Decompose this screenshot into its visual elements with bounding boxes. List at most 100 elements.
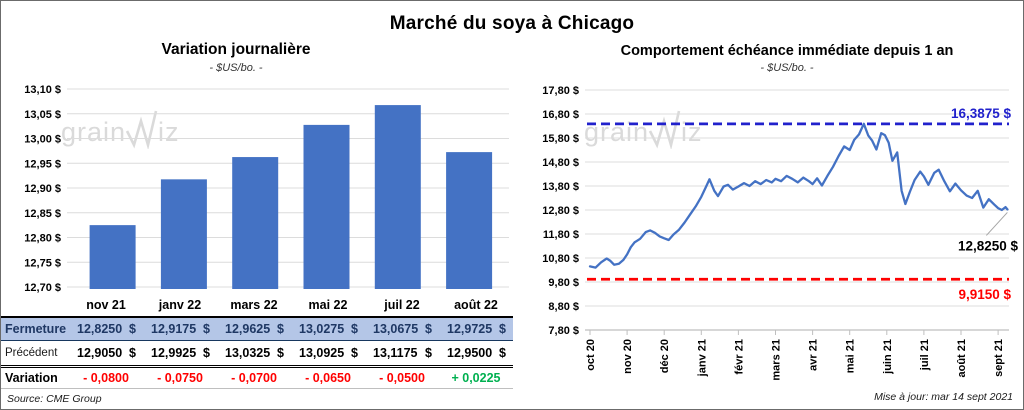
cell-currency: $ — [277, 346, 284, 360]
y-tick-label: 8,80 $ — [548, 301, 579, 313]
table-cell: 13,0325 $ — [217, 346, 291, 360]
x-tick-label: mai 21 — [845, 339, 857, 373]
y-tick-label: 12,70 $ — [24, 282, 61, 293]
table-column-header: août 22 — [454, 297, 498, 312]
watermark-text-left: grain — [584, 116, 650, 147]
table-cell: - 0,0700 — [231, 371, 277, 385]
cell-currency: $ — [499, 346, 506, 360]
price-line — [588, 122, 1009, 269]
x-tick-label: juil 21 — [919, 339, 931, 371]
table-cell: 12,9175 $ — [143, 322, 217, 336]
row-label: Précédent — [5, 347, 58, 359]
table-cell: 12,9500 $ — [439, 346, 513, 360]
cell-value: 13,0325 — [225, 346, 271, 360]
table-cell: - 0,0500 — [379, 371, 425, 385]
x-tick-label: janv 21 — [696, 339, 708, 377]
floor-label: 9,9150 $ — [958, 287, 1011, 302]
ceiling-label: 16,3875 $ — [951, 106, 1012, 121]
table-column-header: juil 22 — [384, 297, 420, 312]
cell-currency: $ — [351, 322, 358, 336]
cell-currency: $ — [129, 322, 136, 336]
row-label: Variation — [5, 371, 58, 385]
y-tick-label: 15,80 $ — [542, 133, 579, 145]
cell-value: 12,9500 — [447, 346, 493, 360]
source-note: Source: CME Group — [7, 393, 102, 405]
x-tick-label: juin 21 — [882, 339, 894, 375]
y-tick-label: 13,80 $ — [542, 181, 579, 193]
cell-value: 13,0925 — [299, 346, 345, 360]
cell-value: 12,9175 — [151, 322, 197, 336]
y-tick-label: 12,80 $ — [24, 233, 61, 245]
cell-currency: $ — [277, 322, 284, 336]
x-tick-label: avr 21 — [808, 339, 820, 371]
table-cell: 13,0275 $ — [291, 322, 365, 336]
bar-chart-title: Variation journalière — [161, 41, 311, 58]
bar — [446, 152, 493, 289]
y-tick-label: 12,95 $ — [24, 158, 61, 170]
cell-currency: $ — [351, 346, 358, 360]
bar — [232, 157, 279, 289]
x-tick-label: sept 21 — [993, 339, 1005, 377]
cell-value: 12,8250 — [77, 322, 123, 336]
y-tick-label: 7,80 $ — [548, 325, 579, 337]
watermark-pulse-icon — [125, 110, 158, 149]
page-title: Marché du soya à Chicago — [389, 13, 635, 34]
table-cell: 12,9725 $ — [439, 322, 513, 336]
table-cell: - 0,0650 — [305, 371, 351, 385]
bar — [160, 179, 207, 289]
table-column-header: janv 22 — [158, 297, 202, 312]
table-row-fermeture: Fermeture 12,8250 $12,9175 $12,9625 $13,0275… — [1, 316, 513, 341]
y-tick-label: 13,00 $ — [24, 134, 61, 146]
table-cell: 12,9050 $ — [69, 346, 143, 360]
y-tick-label: 17,80 $ — [542, 85, 579, 97]
line-chart-title: Comportement échéance immédiate depuis 1… — [620, 43, 954, 59]
table-row-precedent: Précédent 12,9050 $12,9925 $13,0325 $13,0925… — [1, 341, 513, 368]
table-cell: 13,0925 $ — [291, 346, 365, 360]
watermark-pulse-icon — [648, 110, 681, 149]
table-cell: 12,8250 $ — [69, 322, 143, 336]
callout-leader-line — [986, 212, 1008, 236]
price-table: nov 21 janv 22 mars 22 mai 22 juil 22 août 22… — [1, 293, 513, 389]
cell-currency: $ — [499, 322, 506, 336]
y-tick-label: 12,75 $ — [24, 257, 61, 269]
watermark-text-left: grain — [61, 116, 127, 147]
cell-value: 12,9725 — [447, 322, 493, 336]
x-tick-label: mars 21 — [771, 339, 783, 381]
cell-currency: $ — [425, 322, 432, 336]
bar-chart: 13,10 $ 13,05 $ 13,00 $ 12,95 $ 12,90 $ 12,85… — [24, 84, 509, 293]
cell-value: 12,9050 — [77, 346, 123, 360]
cell-value: 12,9925 — [151, 346, 197, 360]
y-tick-label: 14,80 $ — [542, 157, 579, 169]
bar — [89, 225, 136, 289]
y-tick-label: 12,80 $ — [542, 205, 579, 217]
y-tick-label: 9,80 $ — [548, 277, 579, 289]
cell-value: 12,9625 — [225, 322, 271, 336]
table-header-row: nov 21 janv 22 mars 22 mai 22 juil 22 août 22 — [1, 293, 513, 316]
table-cell: 13,0675 $ — [365, 322, 439, 336]
cell-currency: $ — [203, 322, 210, 336]
table-cell: 13,1175 $ — [365, 346, 439, 360]
x-tick-label: nov 20 — [622, 339, 634, 374]
table-column-header: mars 22 — [230, 297, 278, 312]
y-tick-label: 13,10 $ — [24, 84, 61, 96]
y-tick-label: 10,80 $ — [542, 253, 579, 265]
y-tick-label: 13,05 $ — [24, 109, 61, 121]
last-price-label: 12,8250 $ — [958, 238, 1019, 253]
row-label: Fermeture — [5, 322, 67, 336]
table-cell: 12,9625 $ — [217, 322, 291, 336]
table-row-variation: Variation - 0,0800 - 0,0750 - 0,0700 - 0,065… — [1, 368, 513, 389]
y-tick-label: 12,85 $ — [24, 208, 61, 220]
y-tick-label: 11,80 $ — [543, 229, 579, 241]
line-chart: 17,80 $ 16,80 $ 15,80 $ 14,80 $ 13,80 $ 12,80… — [542, 85, 1019, 381]
y-tick-label: 12,90 $ — [24, 183, 61, 195]
y-tick-label: 16,80 $ — [542, 109, 579, 121]
table-cell: + 0,0225 — [451, 371, 501, 385]
cell-value: 13,0675 — [373, 322, 419, 336]
line-chart-subtitle: - $US/bo. - — [760, 62, 814, 74]
table-column-header: mai 22 — [308, 297, 348, 312]
cell-value: 13,0275 — [299, 322, 345, 336]
cell-currency: $ — [425, 346, 432, 360]
cell-value: 13,1175 — [373, 346, 418, 360]
update-note: Mise à jour: mar 14 sept 2021 — [874, 391, 1013, 403]
x-tick-label: déc 20 — [659, 339, 671, 373]
